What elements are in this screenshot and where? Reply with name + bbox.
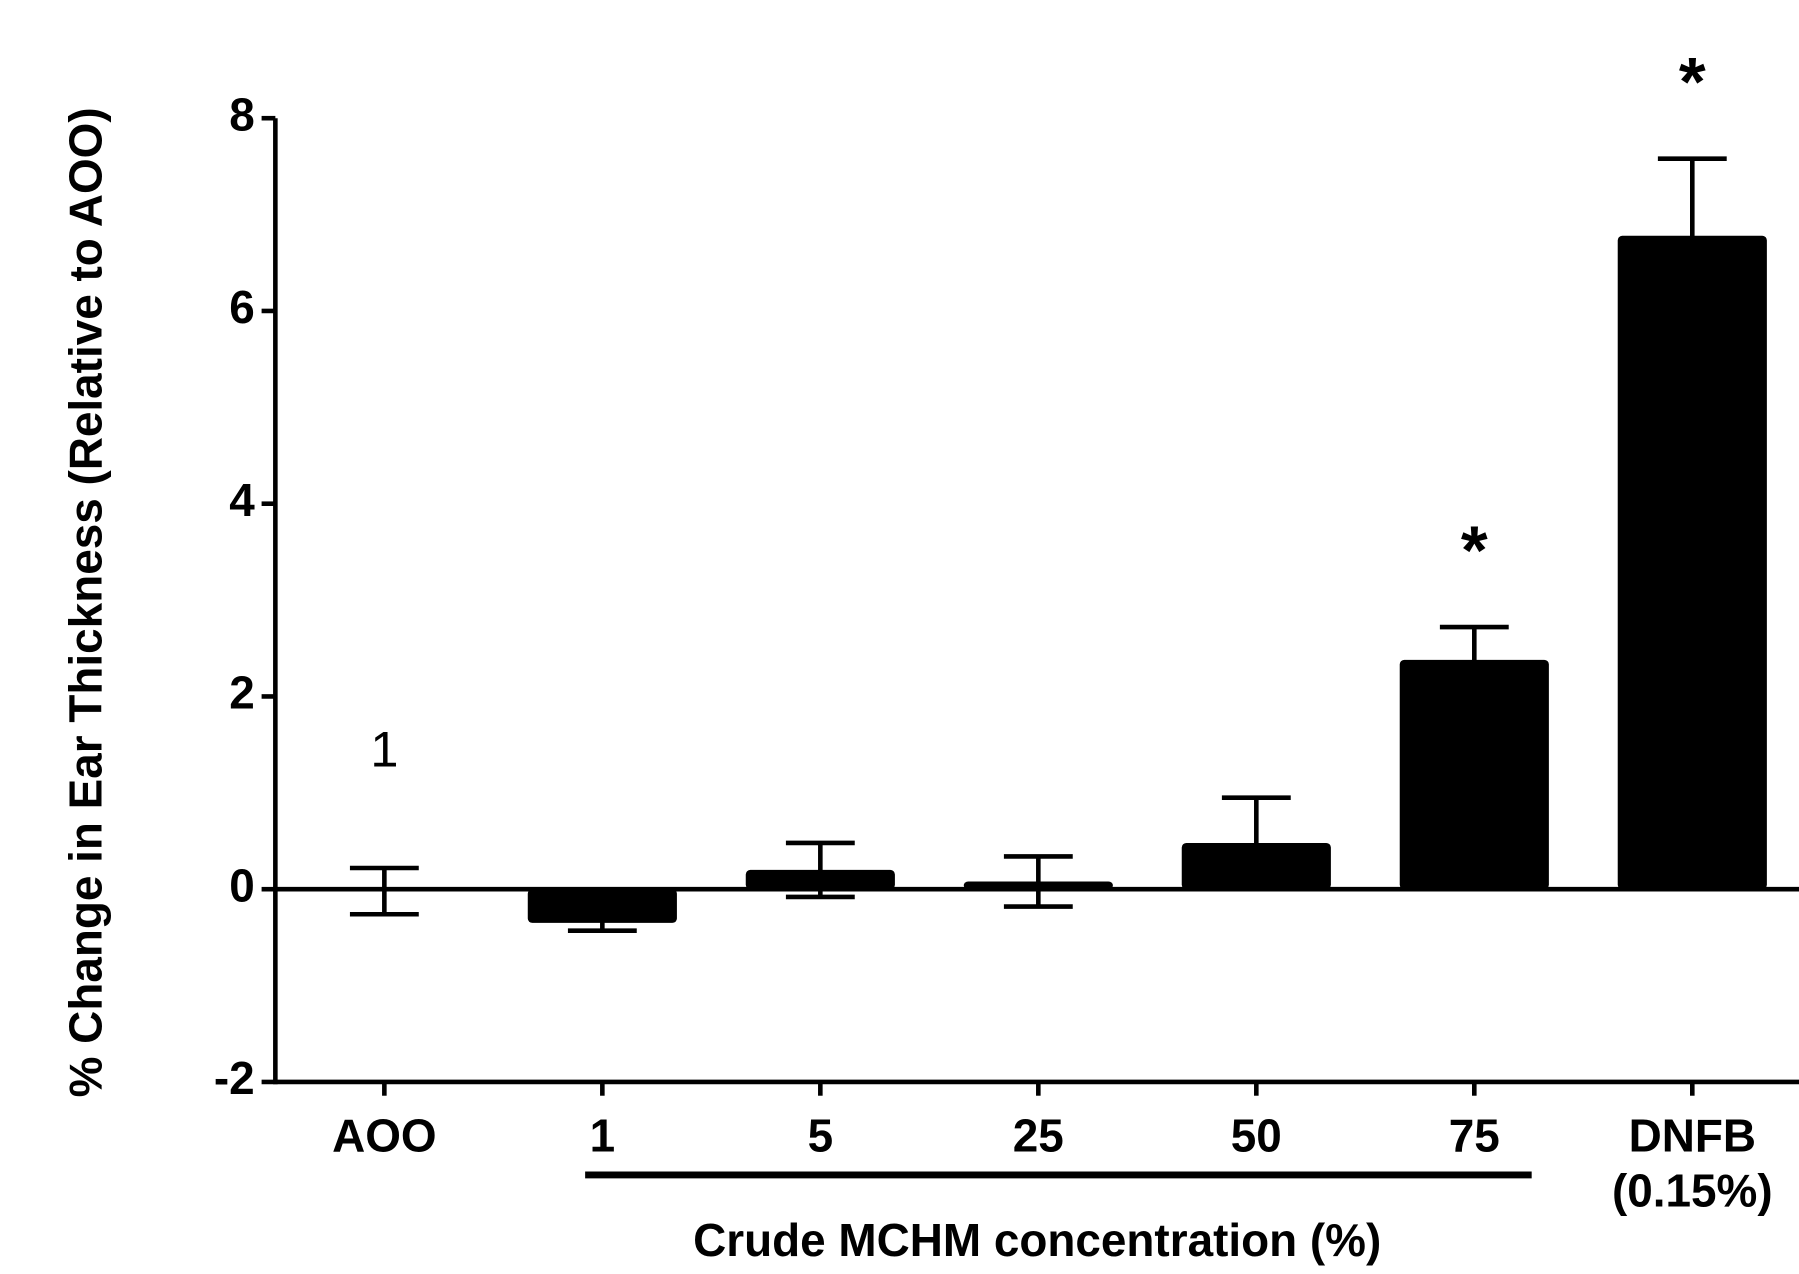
x-axis-label: Crude MCHM concentration (%) (693, 1214, 1381, 1266)
y-tick-label: 0 (229, 859, 255, 911)
annotation: * (1461, 512, 1488, 589)
bar (527, 889, 677, 923)
y-tick-label: -2 (214, 1052, 255, 1104)
y-tick-label: 8 (229, 88, 255, 140)
error-bar (567, 912, 637, 933)
x-tick-label: 5 (808, 1109, 834, 1161)
x-tick-label: DNFB (0.15%) (1612, 1109, 1773, 1216)
annotation: * (1679, 44, 1706, 121)
x-tick-label: 75 (1449, 1109, 1500, 1161)
y-tick-label: 6 (229, 281, 255, 333)
x-tick-label: 25 (1013, 1109, 1064, 1161)
x-tick-label: 50 (1231, 1109, 1282, 1161)
y-tick-label: 2 (229, 667, 255, 719)
y-axis-label: % Change in Ear Thickness (Relative to A… (60, 107, 112, 1097)
error-bar (1439, 624, 1509, 695)
bar (1617, 235, 1767, 890)
x-tick-label: AOO (332, 1109, 437, 1161)
annotation: 1 (370, 721, 398, 778)
error-bar (1657, 156, 1727, 316)
error-bar (1003, 854, 1073, 909)
bar (1399, 659, 1549, 890)
y-tick-label: 4 (229, 474, 255, 526)
x-tick-label: 1 (590, 1109, 616, 1161)
